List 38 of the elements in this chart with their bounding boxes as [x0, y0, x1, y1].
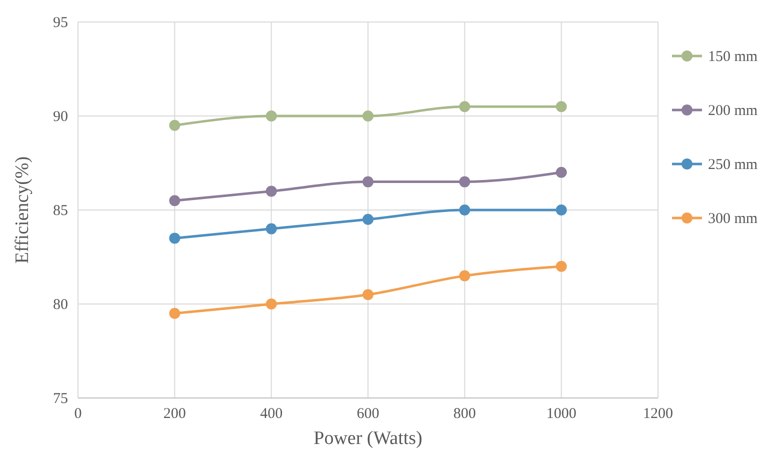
point: [362, 214, 374, 225]
point: [459, 101, 470, 112]
point: [169, 195, 180, 206]
legend-label: 150 mm: [708, 49, 758, 65]
point: [362, 176, 374, 188]
x-tick-label: 200: [163, 406, 186, 422]
y-tick-label: 85: [53, 203, 68, 219]
y-tick-label: 75: [53, 391, 68, 407]
point: [169, 308, 180, 319]
point: [266, 223, 277, 234]
point: [266, 186, 277, 197]
point: [556, 166, 567, 178]
point: [556, 204, 567, 216]
x-tick-label: 400: [260, 406, 283, 422]
point: [362, 110, 374, 122]
y-tick-label: 90: [53, 109, 68, 125]
x-tick-label: 800: [453, 406, 476, 422]
legend-label: 300 mm: [708, 211, 758, 227]
y-axis-title: Efficiency(%): [12, 156, 33, 264]
point: [459, 270, 470, 282]
legend-label: 250 mm: [708, 157, 758, 173]
y-tick-label: 80: [53, 297, 68, 313]
point: [459, 176, 470, 188]
x-tick-label: 600: [356, 406, 380, 422]
x-tick-label: 0: [74, 406, 82, 422]
point: [556, 101, 567, 112]
point: [169, 120, 180, 131]
legend-label: 200 mm: [708, 103, 758, 119]
y-tick-label: 95: [53, 15, 68, 31]
point: [266, 298, 277, 310]
point: [169, 232, 180, 244]
x-tick-label: 1000: [546, 406, 576, 422]
x-axis-title: Power (Watts): [314, 428, 422, 449]
point: [459, 204, 470, 216]
point: [556, 260, 567, 272]
x-tick-label: 1200: [643, 406, 673, 422]
point: [362, 289, 374, 300]
point: [266, 110, 277, 122]
